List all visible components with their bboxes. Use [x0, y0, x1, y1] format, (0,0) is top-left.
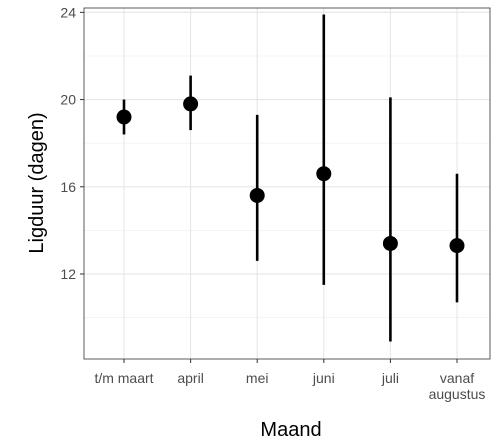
x-axis-title: Maand	[260, 419, 321, 441]
data-point	[249, 187, 265, 203]
x-tick-label-line: mei	[246, 370, 269, 386]
x-tick-label-line: juni	[312, 370, 335, 386]
y-tick-label: 12	[60, 266, 76, 282]
x-tick-label-line: augustus	[429, 386, 486, 402]
data-series	[116, 14, 465, 342]
x-tick-label: mei	[246, 370, 269, 386]
axis-ticks	[80, 11, 458, 363]
data-point	[316, 166, 332, 182]
x-tick-label-line: vanaf	[440, 370, 474, 386]
x-tick-label-line: juli	[381, 370, 399, 386]
y-tick-label: 16	[60, 179, 76, 195]
x-tick-label: juni	[312, 370, 335, 386]
y-tick-label: 20	[60, 92, 76, 108]
x-tick-label: juli	[381, 370, 399, 386]
y-tick-labels: 12 16 20 24	[60, 4, 76, 282]
x-tick-label: vanaf augustus	[429, 370, 486, 402]
x-tick-label-line: t/m maart	[94, 370, 153, 386]
data-point	[183, 96, 199, 112]
x-tick-label: april	[177, 370, 203, 386]
y-axis-title: Ligduur (dagen)	[26, 112, 48, 253]
y-tick-label: 24	[60, 4, 76, 20]
grid	[84, 8, 490, 359]
data-point	[116, 109, 132, 125]
x-tick-labels: t/m maart april mei juni juli vanaf augustus	[94, 370, 485, 402]
x-tick-label-line: april	[177, 370, 203, 386]
data-point	[382, 235, 398, 251]
plot-panel	[83, 7, 491, 360]
x-tick-label: t/m maart	[94, 370, 153, 386]
data-point	[449, 238, 465, 254]
